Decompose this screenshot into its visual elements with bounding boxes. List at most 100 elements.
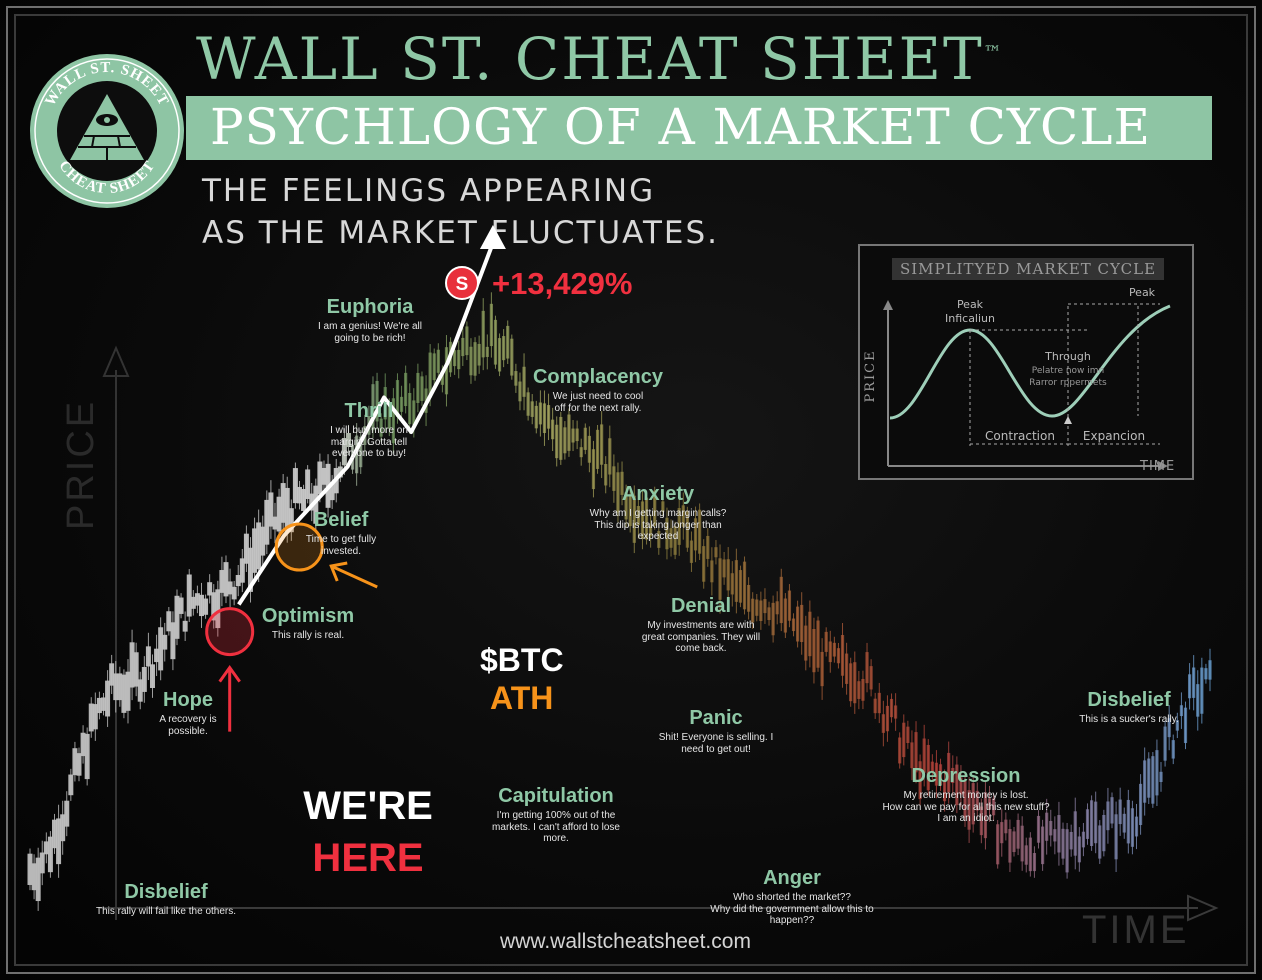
candle-body	[665, 517, 669, 550]
candle-body	[938, 764, 943, 786]
candle-body	[775, 601, 779, 615]
candle-body	[706, 535, 710, 559]
candle-body	[436, 349, 440, 373]
candle-body	[542, 403, 547, 434]
candle-body	[632, 495, 636, 543]
candle-body	[1069, 831, 1073, 850]
candle-body	[264, 499, 270, 545]
candle-body	[477, 343, 481, 366]
candle-body	[1110, 797, 1114, 824]
candle-body	[178, 597, 184, 614]
candle-body	[399, 396, 404, 412]
candle-body	[227, 581, 233, 595]
candle-body	[268, 492, 274, 527]
candle-body	[440, 372, 444, 385]
candle-body	[1171, 740, 1175, 759]
candle-body	[865, 652, 869, 684]
candle-body	[113, 673, 119, 701]
candle-body	[1106, 801, 1110, 831]
candle-body	[906, 726, 910, 744]
candle-body	[849, 663, 853, 702]
candle-body	[587, 435, 591, 463]
stage-desc-line: everyone to buy!	[332, 448, 406, 459]
inset-trough-3: Rarror rppermets	[1029, 378, 1107, 388]
inset-peak-left-2: Inficaliun	[945, 312, 995, 325]
candle-body	[203, 598, 209, 615]
candle-body	[276, 496, 282, 532]
candle-body	[1032, 853, 1037, 872]
candle-body	[301, 489, 307, 511]
pyramid-eye-icon	[70, 94, 144, 160]
candle-body	[518, 381, 522, 402]
candle-body	[898, 737, 902, 764]
stage-desc-line: Who shorted the market??	[733, 892, 851, 903]
stage-disbelief-end: Disbelief This is a sucker's rally.	[1009, 688, 1249, 726]
stage-euphoria: Euphoria I am a genius! We're all going t…	[250, 295, 490, 344]
candle-body	[514, 371, 518, 386]
candle-body	[186, 574, 192, 617]
candle-body	[166, 611, 172, 632]
inset-title: SIMPLITYED MARKET CYCLE	[892, 258, 1164, 280]
candle-body	[56, 818, 62, 865]
candle-body	[341, 438, 347, 466]
inset-price-label: PRICE	[863, 349, 878, 402]
candle-body	[902, 722, 906, 758]
candle-body	[624, 492, 628, 520]
candle-body	[260, 526, 266, 556]
stage-desc-line: We just need to cool	[552, 391, 644, 402]
candle-body	[812, 628, 816, 673]
candle-body	[669, 528, 673, 548]
btc-price-path	[237, 242, 495, 606]
candle-body	[1085, 809, 1090, 839]
inset-peak-right: Peak	[1129, 286, 1156, 299]
s-badge-icon: S	[445, 266, 479, 300]
candle-body	[767, 607, 771, 621]
candle-body	[1179, 705, 1184, 717]
here-label: HERE	[312, 836, 424, 880]
candle-body	[92, 704, 98, 730]
candle-body	[742, 561, 747, 610]
candle-body	[141, 666, 147, 692]
candle-body	[771, 602, 775, 636]
candle-body	[1057, 815, 1061, 853]
candle-body	[379, 418, 383, 437]
stage-desc-line: off for the next rally.	[554, 402, 642, 414]
stage-desc-line: Why am I getting margin calls?	[589, 508, 727, 519]
candle-body	[1167, 718, 1171, 738]
inset-trough-1: Through	[1044, 350, 1091, 363]
stage-depression: Depression My retirement money is lost. H…	[846, 764, 1086, 825]
candle-body	[239, 558, 245, 583]
stage-desc-line: I am a genius! We're all	[318, 321, 422, 332]
stage-desc-line: Time to get fully	[305, 534, 377, 545]
stage-name: Hope	[163, 689, 213, 711]
candle-body	[1143, 760, 1147, 803]
candle-body	[1208, 660, 1212, 680]
candle-body	[1065, 829, 1069, 873]
candle-body	[1126, 799, 1130, 844]
candle-body	[355, 435, 359, 474]
candle-body	[284, 487, 290, 532]
candle-body	[256, 522, 262, 570]
stage-name: Thrill	[344, 400, 394, 422]
trademark-symbol: ™	[983, 42, 1002, 64]
candle-body	[996, 824, 1000, 865]
candle-body	[702, 546, 706, 582]
candle-body	[951, 767, 955, 784]
candle-body	[845, 653, 849, 684]
candle-body	[84, 733, 90, 780]
price-axis-label: PRICE	[60, 398, 102, 530]
candle-body	[387, 405, 391, 429]
candle-body	[1151, 756, 1155, 804]
candle-body	[432, 353, 436, 381]
candle-body	[534, 405, 538, 429]
candle-body	[145, 646, 151, 667]
candle-body	[383, 387, 387, 420]
inset-expansion-label: Expancion	[1083, 429, 1145, 443]
stage-desc-line: expected	[637, 531, 679, 542]
candle-body	[575, 428, 579, 442]
candle-body	[649, 525, 653, 537]
candle-body	[783, 598, 787, 633]
candle-body	[714, 547, 718, 558]
stage-name: Belief	[313, 509, 369, 531]
candle-body	[640, 501, 645, 539]
